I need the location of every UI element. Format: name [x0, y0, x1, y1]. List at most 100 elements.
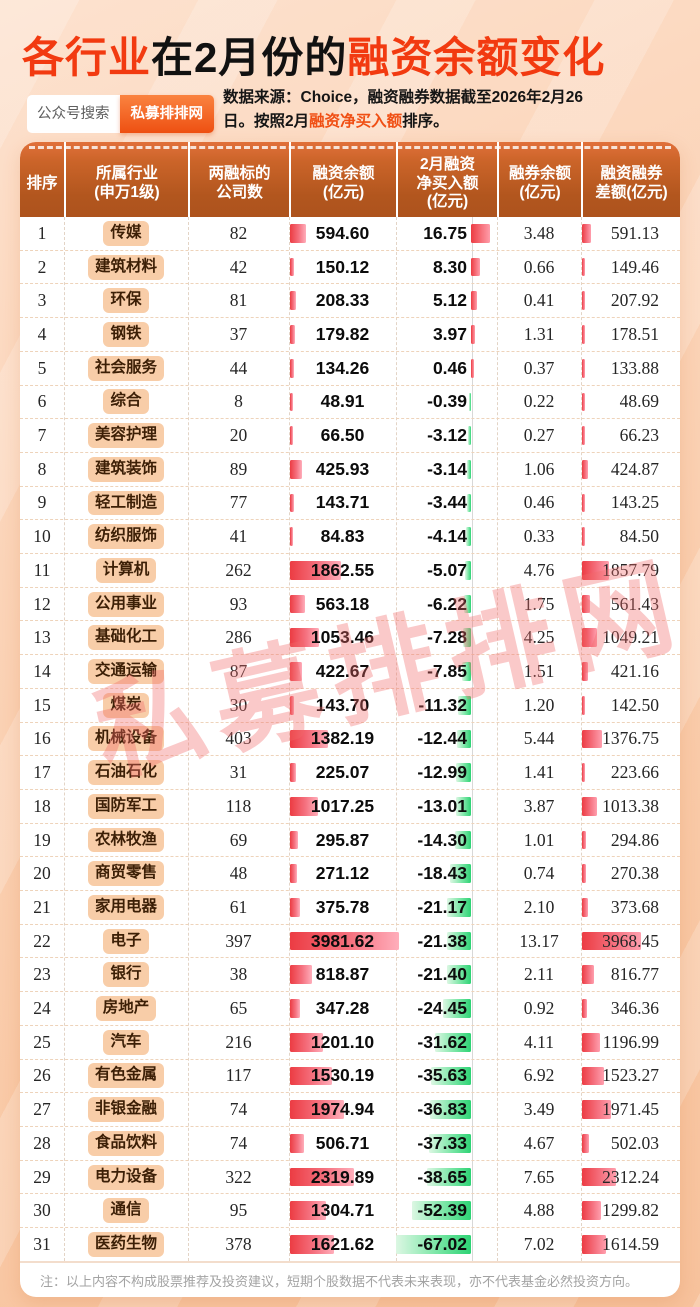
- cell-margin-diff: 178.51: [581, 318, 680, 351]
- net-buy-value: -67.02: [417, 1233, 467, 1254]
- title-plain: 在2月份的: [151, 34, 348, 81]
- cell-companies: 20: [229, 425, 248, 446]
- cell-short-balance: 7.65: [523, 1166, 555, 1187]
- cell-short-balance: 0.92: [523, 998, 555, 1019]
- cell-rank: 14: [33, 660, 51, 681]
- margin-diff-bar: [582, 291, 586, 311]
- financing-balance-value: 563.18: [315, 593, 370, 614]
- net-buy-bar: [456, 796, 471, 816]
- cell-industry: 电子: [64, 925, 188, 958]
- industry-pill: 国防军工: [87, 793, 164, 819]
- margin-diff-bar: [582, 1032, 600, 1052]
- cell-industry: 煤炭: [64, 689, 188, 722]
- cell-financing-balance: 506.71: [289, 1127, 396, 1160]
- cell-net-buy: -4.14: [396, 520, 497, 553]
- cell-short-balance: 5.44: [523, 728, 555, 749]
- financing-balance-bar: [290, 864, 298, 884]
- margin-diff-bar: [582, 1100, 612, 1119]
- cell-margin-diff: 207.92: [581, 284, 680, 317]
- cell-short-balance: 2.11: [524, 964, 554, 985]
- industry-pill: 汽车: [103, 1029, 149, 1055]
- cell-industry: 公用事业: [64, 588, 188, 621]
- net-buy-value: -35.63: [417, 1065, 467, 1086]
- cell-margin-diff: 1971.45: [581, 1093, 680, 1126]
- financing-balance-bar: [290, 662, 302, 681]
- cell-net-buy: -7.85: [396, 655, 497, 688]
- cell-companies: 378: [225, 1233, 252, 1254]
- net-buy-value: -6.22: [427, 593, 467, 614]
- net-buy-bar: [427, 1167, 471, 1187]
- financing-balance-value: 1304.71: [310, 1200, 375, 1221]
- cell-short-balance: 4.76: [523, 559, 555, 580]
- cell-short-balance: 1.31: [523, 323, 555, 344]
- column-header-line: 融券余额: [508, 165, 571, 183]
- cell-rank: 15: [33, 694, 51, 715]
- cell-net-buy: -3.44: [396, 487, 497, 520]
- industry-pill: 有色金属: [87, 1063, 164, 1089]
- margin-diff-bar: [582, 1167, 617, 1187]
- cell-companies: 403: [225, 728, 252, 749]
- table-row: 11 计算机 262 1862.55 -5.07 4.76 1857.79: [20, 553, 680, 587]
- financing-balance-value: 1621.62: [310, 1233, 375, 1254]
- margin-diff-value: 149.46: [610, 256, 659, 277]
- cell-rank: 3: [37, 290, 47, 311]
- net-buy-value: -7.28: [427, 627, 467, 648]
- margin-diff-bar: [582, 325, 585, 344]
- financing-balance-value: 66.50: [320, 425, 365, 446]
- cell-short-balance: 13.17: [519, 930, 559, 951]
- financing-balance-value: 347.28: [315, 998, 370, 1019]
- cell-short-balance: 1.06: [523, 458, 555, 479]
- cell-industry: 社会服务: [64, 352, 188, 385]
- cell-short-balance: 1.51: [523, 660, 555, 681]
- net-buy-value: -24.45: [417, 998, 467, 1019]
- cell-margin-diff: 223.66: [581, 756, 680, 789]
- cell-net-buy: -37.33: [396, 1127, 497, 1160]
- industry-pill: 综合: [103, 389, 149, 415]
- cell-industry: 建筑材料: [64, 251, 188, 284]
- title-highlight-left: 各行业: [22, 34, 152, 81]
- financing-balance-bar: [290, 628, 319, 648]
- margin-diff-value: 223.66: [610, 762, 659, 783]
- margin-diff-value: 3968.45: [602, 930, 659, 951]
- net-buy-bar: [467, 493, 471, 513]
- financing-balance-value: 818.87: [315, 964, 370, 985]
- cell-industry: 医药生物: [64, 1228, 188, 1261]
- table-row: 8 建筑装饰 89 425.93 -3.14 1.06 424.87: [20, 451, 680, 486]
- column-header-line: 2月融资: [419, 155, 476, 173]
- cell-net-buy: -31.62: [396, 1026, 497, 1059]
- cell-companies: 74: [229, 1132, 248, 1153]
- column-header-line: 融资融券: [600, 165, 663, 183]
- cell-margin-diff: 1857.79: [581, 554, 680, 587]
- table-row: 29 电力设备 322 2319.89 -38.65 7.65 2312.24: [20, 1159, 680, 1194]
- cell-margin-diff: 561.43: [581, 588, 680, 621]
- cell-rank: 9: [37, 492, 47, 513]
- industry-pill: 房地产: [95, 996, 157, 1021]
- margin-diff-bar: [582, 594, 591, 614]
- cell-net-buy: -12.44: [396, 723, 497, 756]
- cell-financing-balance: 1862.55: [289, 554, 396, 587]
- cell-financing-balance: 563.18: [289, 588, 396, 621]
- cell-short-balance: 0.74: [523, 863, 555, 884]
- financing-balance-bar: [290, 931, 399, 951]
- financing-balance-value: 208.33: [315, 290, 370, 311]
- cell-short-balance: 0.33: [523, 526, 555, 547]
- cell-industry: 商贸零售: [64, 857, 188, 890]
- cell-margin-diff: 421.16: [581, 655, 680, 688]
- financing-balance-value: 1201.10: [310, 1031, 375, 1052]
- table-row: 26 有色金属 117 1530.19 -35.63 6.92 1523.27: [20, 1058, 680, 1093]
- financing-balance-value: 143.71: [315, 492, 370, 513]
- margin-diff-bar: [582, 1201, 602, 1221]
- cell-rank: 4: [37, 323, 47, 344]
- margin-diff-bar: [582, 695, 585, 715]
- net-buy-value: -52.39: [417, 1200, 467, 1221]
- cell-industry: 建筑装饰: [64, 453, 188, 486]
- margin-diff-value: 84.50: [619, 526, 659, 547]
- cell-rank: 10: [33, 526, 51, 547]
- cell-margin-diff: 133.88: [581, 352, 680, 385]
- financing-balance-bar: [290, 898, 301, 917]
- cell-financing-balance: 66.50: [289, 419, 396, 452]
- net-buy-value: -12.99: [417, 762, 467, 783]
- cell-industry: 传媒: [64, 217, 188, 250]
- cell-financing-balance: 1621.62: [289, 1228, 396, 1261]
